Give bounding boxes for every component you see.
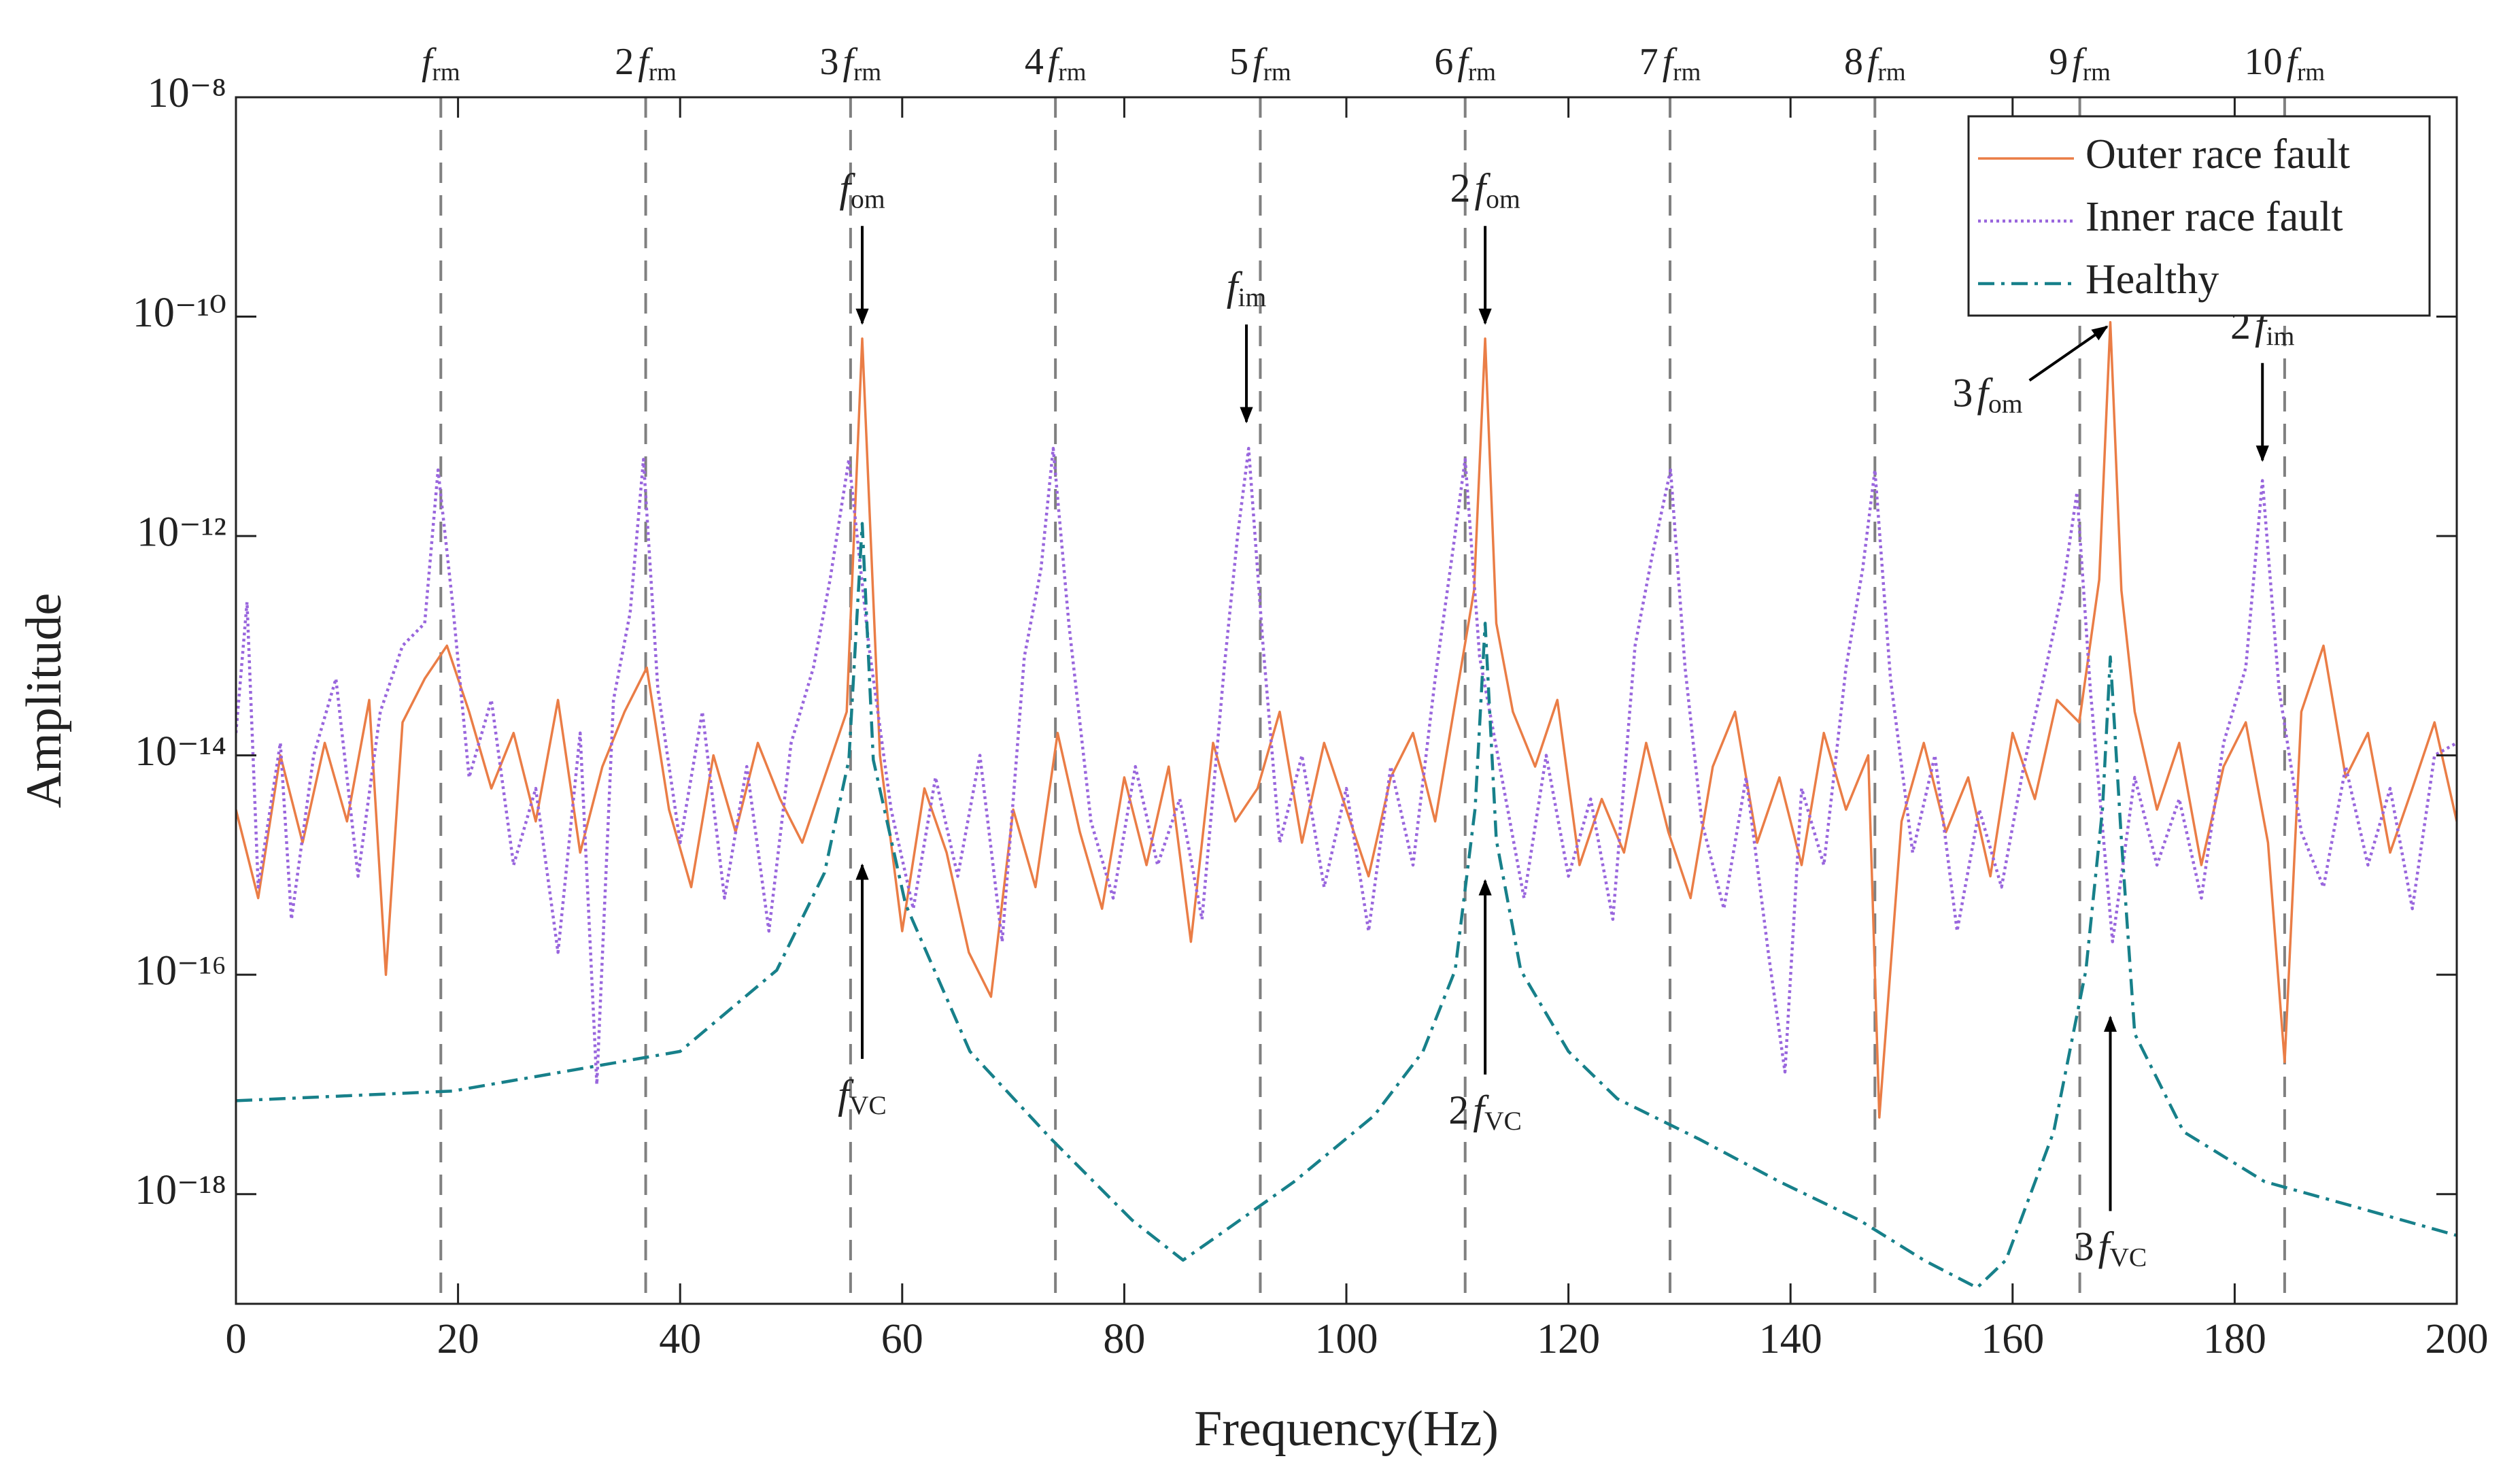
x-tick-label: 200	[2425, 1316, 2489, 1362]
harmonic-label: 7 frm	[1639, 41, 1701, 86]
annotation-label-coef: 2	[1448, 1088, 1469, 1132]
harmonic-label-subscript: rm	[853, 58, 881, 86]
harmonic-label-subscript: rm	[432, 58, 460, 86]
plot-area	[236, 320, 2457, 1290]
harmonic-label: 2 frm	[615, 41, 677, 86]
harmonic-label-coef: 8	[1844, 41, 1863, 83]
harmonic-label-subscript: rm	[1058, 58, 1086, 86]
x-tick-label: 40	[659, 1316, 701, 1362]
harmonic-label: 4 frm	[1025, 41, 1087, 86]
harmonic-label: 5 frm	[1229, 41, 1291, 86]
annotation-label-subscript: im	[2266, 321, 2295, 351]
annotation-label: fom	[839, 165, 885, 214]
harmonic-label-coef: 4	[1025, 41, 1044, 83]
series-line	[236, 522, 2457, 1290]
x-tick-label: 100	[1315, 1316, 1378, 1362]
x-axis-label: Frequency(Hz)	[1194, 1401, 1499, 1457]
harmonic-label-subscript: rm	[2297, 58, 2325, 86]
annotation-label: 3 fom	[1952, 370, 2022, 418]
harmonic-label-subscript: rm	[649, 58, 677, 86]
y-tick-label: 10⁻¹⁰	[133, 290, 226, 336]
harmonic-label-coef: 7	[1639, 41, 1658, 83]
x-tick-label: 140	[1759, 1316, 1822, 1362]
annotation-label-subscript: VC	[2109, 1243, 2147, 1273]
harmonic-label-coef: 6	[1434, 41, 1453, 83]
annotation-label: fVC	[838, 1072, 887, 1120]
annotation-label-subscript: om	[1486, 184, 1520, 214]
annotation-label-subscript: om	[1988, 388, 2023, 418]
harmonic-label: 6 frm	[1434, 41, 1496, 86]
annotation-label-coef: 2	[1450, 165, 1471, 210]
y-tick-label: 10⁻¹⁶	[135, 947, 226, 994]
annotation-label: fim	[1227, 264, 1267, 312]
x-tick-label: 60	[881, 1316, 923, 1362]
harmonic-label-coef: 10	[2245, 41, 2283, 83]
annotation-label-subscript: VC	[849, 1090, 887, 1120]
y-tick-label: 10⁻¹²	[137, 509, 226, 555]
harmonic-label-subscript: rm	[1878, 58, 1906, 86]
annotation-label: 2 fVC	[1448, 1088, 1522, 1136]
legend-label: Inner race fault	[2085, 194, 2343, 240]
series-line	[236, 320, 2457, 1119]
harmonic-label-subscript: rm	[1263, 58, 1291, 86]
y-tick-label: 10⁻¹⁸	[135, 1167, 226, 1213]
legend-label: Healthy	[2085, 256, 2219, 303]
harmonic-label: 8 frm	[1844, 41, 1906, 86]
annotation-label-subscript: VC	[1484, 1106, 1522, 1136]
x-tick-label: 80	[1103, 1316, 1145, 1362]
legend-label: Outer race fault	[2085, 131, 2350, 178]
harmonic-label: 10 frm	[2245, 41, 2326, 86]
harmonic-label-coef: 2	[615, 41, 634, 83]
harmonic-label-subscript: rm	[1468, 58, 1496, 86]
harmonic-label: 9 frm	[2049, 41, 2111, 86]
annotation-label-subscript: im	[1238, 282, 1266, 312]
y-tick-label: 10⁻⁸	[148, 70, 226, 116]
harmonic-label-coef: 3	[820, 41, 839, 83]
y-axis-label: Amplitude	[16, 593, 72, 809]
harmonic-label-coef: 9	[2049, 41, 2068, 83]
harmonic-label-subscript: rm	[1673, 58, 1701, 86]
x-tick-label: 160	[1981, 1316, 2044, 1362]
annotation-label: 3 fVC	[2074, 1224, 2147, 1272]
x-tick-label: 120	[1537, 1316, 1600, 1362]
x-tick-label: 20	[437, 1316, 479, 1362]
harmonic-label-coef: 5	[1229, 41, 1248, 83]
annotation-label-coef: 3	[2074, 1224, 2094, 1268]
annotation-label-subscript: om	[851, 184, 885, 214]
x-tick-label: 180	[2203, 1316, 2266, 1362]
series-line	[236, 446, 2457, 1086]
annotation-label-coef: 3	[1952, 370, 1973, 415]
annotation-label: 2 fom	[1450, 165, 1520, 214]
harmonic-label: 3 frm	[820, 41, 882, 86]
harmonic-label-subscript: rm	[2083, 58, 2111, 86]
annotation-arrow	[2028, 325, 2109, 382]
harmonic-label: frm	[422, 41, 460, 86]
x-tick-label: 0	[226, 1316, 247, 1362]
y-tick-label: 10⁻¹⁴	[135, 728, 226, 775]
